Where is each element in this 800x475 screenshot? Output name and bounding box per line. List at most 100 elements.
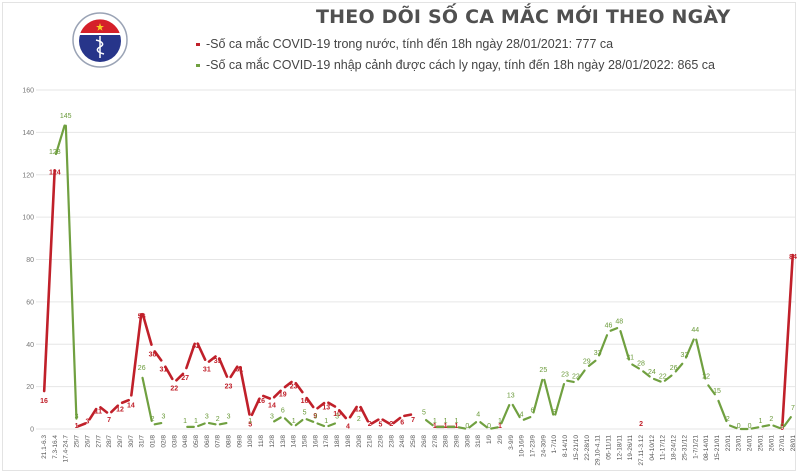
x-tick-label: 21.1-6.3 — [41, 435, 48, 459]
x-tick-label: 05-11/11 — [605, 435, 612, 460]
green-dash-icon — [196, 64, 200, 68]
x-tick-label: 02/8 — [160, 435, 167, 448]
data-label: 23 — [561, 371, 569, 378]
x-tick-label: 03/8 — [171, 435, 178, 448]
x-tick-label: 04/8 — [182, 435, 189, 448]
x-tick-label: 12-18/11 — [616, 435, 623, 461]
data-label: 31 — [626, 354, 634, 361]
legend-item-domestic: -Số ca mắc COVID-19 trong nước, tính đến… — [196, 37, 613, 51]
data-label: 13 — [322, 404, 330, 411]
data-label: 1 — [498, 418, 502, 425]
data-label: 23 — [225, 383, 233, 390]
x-tick-label: 15-21/10 — [573, 435, 580, 461]
data-label: 0 — [748, 423, 752, 430]
data-label: 5 — [552, 409, 556, 416]
x-tick-label: 23/01 — [736, 435, 743, 452]
y-tick-label: 80 — [26, 257, 34, 264]
data-label: 9 — [313, 413, 317, 420]
data-label: 6 — [531, 407, 535, 414]
x-tick-label: 16/8 — [312, 435, 319, 448]
x-tick-label: 23/8 — [388, 435, 395, 448]
x-tick-label: 25-31/12 — [681, 435, 688, 461]
data-label: 2 — [151, 416, 155, 423]
data-label: 2 — [769, 416, 773, 423]
legend-label-imported: -Số ca mắc COVID-19 nhập cảnh được cách … — [206, 58, 716, 72]
data-label: 2 — [726, 416, 730, 423]
data-label: 22 — [572, 373, 580, 380]
data-label: 29 — [583, 359, 591, 366]
x-tick-label: 1-7/1/21 — [692, 435, 699, 459]
x-tick-label: 10/8 — [247, 435, 254, 448]
data-label: 19 — [279, 392, 287, 399]
x-tick-label: 12/8 — [269, 435, 276, 448]
page-title: THEO DÕI SỐ CA MẮC MỚI THEO NGÀY — [316, 6, 731, 28]
x-tick-label: 15-21/01 — [714, 435, 721, 461]
data-label: 12 — [355, 407, 363, 414]
data-label: 124 — [49, 169, 61, 176]
x-tick-label: 2/9 — [497, 435, 504, 444]
data-label: 1 — [455, 423, 459, 430]
data-label: 15 — [713, 388, 721, 395]
data-label: 35 — [214, 358, 222, 365]
x-tick-label: 17/8 — [323, 435, 330, 448]
data-label: 3 — [75, 414, 79, 421]
x-tick-label: 1-7/10 — [551, 435, 558, 454]
data-label: 1 — [444, 418, 448, 425]
x-tick-label: 18/8 — [334, 435, 341, 448]
data-label: 3 — [85, 419, 89, 426]
x-tick-label: 31/8 — [475, 435, 482, 448]
data-label: 0 — [737, 423, 741, 430]
data-label: 16 — [257, 398, 265, 405]
x-tick-label: 29.10-4.11 — [595, 435, 602, 466]
data-label: 4 — [346, 424, 350, 431]
data-label: 7 — [791, 405, 795, 412]
data-label: 31 — [203, 366, 211, 373]
x-tick-label: 24/01 — [747, 435, 754, 452]
data-label: 1 — [75, 423, 79, 430]
data-label: 31 — [160, 366, 168, 373]
data-label: 1 — [183, 418, 187, 425]
x-tick-label: 3-9/9 — [508, 435, 515, 450]
x-tick-label: 27/8 — [432, 435, 439, 448]
x-tick-label: 22/01 — [725, 435, 732, 452]
x-tick-label: 17-23/9 — [529, 435, 536, 457]
x-tick-label: 7.3-16.4 — [52, 435, 59, 459]
data-label: 3 — [227, 414, 231, 421]
x-tick-label: 8-14/10 — [562, 435, 569, 457]
data-label: 145 — [60, 113, 72, 120]
data-label: 2 — [368, 421, 372, 428]
data-label: 0 — [487, 423, 491, 430]
data-label: 4 — [520, 412, 524, 419]
data-label: 3 — [335, 414, 339, 421]
y-tick-label: 140 — [22, 130, 34, 137]
x-tick-label: 26/01 — [768, 435, 775, 452]
x-tick-label: 22/8 — [378, 435, 385, 448]
x-tick-label: 07/8 — [215, 435, 222, 448]
x-tick-label: 1/9 — [486, 435, 493, 444]
data-label: 32 — [681, 352, 689, 359]
x-tick-label: 04-10/12 — [649, 435, 656, 461]
data-label: 0 — [780, 425, 784, 432]
x-tick-label: 26/8 — [421, 435, 428, 448]
x-tick-label: 24-30/9 — [540, 435, 547, 457]
data-label: 42 — [192, 343, 200, 350]
x-tick-label: 18-24/12 — [671, 435, 678, 461]
data-label: 1 — [194, 418, 198, 425]
data-label: 28 — [637, 361, 645, 368]
series-domestic: 1612413117121456383122274231352331516141… — [40, 168, 797, 432]
data-label: 1 — [455, 418, 459, 425]
data-label: 0 — [780, 423, 784, 430]
data-label: 1 — [292, 418, 296, 425]
data-label: 23 — [290, 383, 298, 390]
data-label: 1 — [498, 423, 502, 430]
x-tick-label: 22-28/10 — [584, 435, 591, 461]
x-tick-label: 08/8 — [226, 435, 233, 448]
y-tick-label: 160 — [22, 88, 34, 95]
x-tick-label: 25/01 — [757, 435, 764, 452]
data-label: 46 — [605, 323, 613, 330]
x-tick-label: 17.4-24.7 — [63, 435, 70, 463]
data-label: 3 — [313, 414, 317, 421]
data-label: 1 — [444, 423, 448, 430]
